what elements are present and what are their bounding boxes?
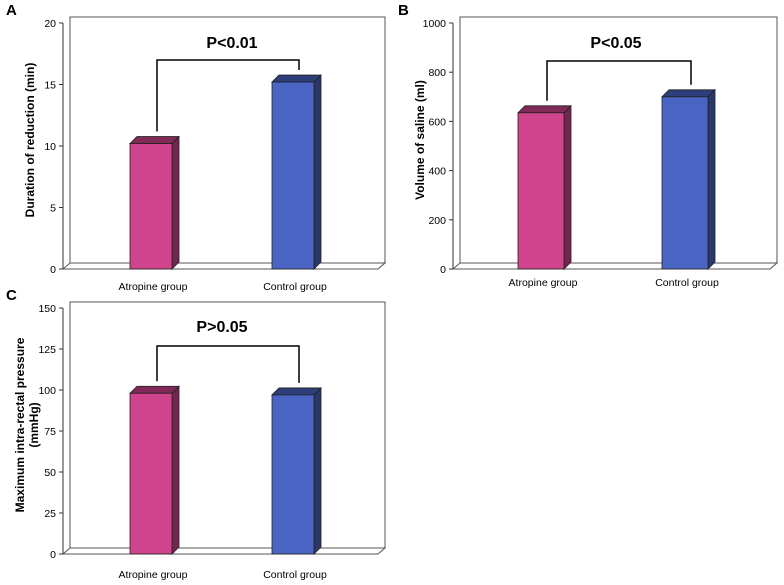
- plot-floor: [61, 262, 387, 270]
- p-value-annotation: P<0.01: [206, 35, 257, 52]
- y-tick-label: 150: [38, 303, 56, 315]
- bar-top: [661, 89, 716, 98]
- y-tick-label: 0: [50, 549, 56, 561]
- y-tick-label: 25: [44, 508, 56, 520]
- y-tick-label: 50: [44, 467, 56, 479]
- y-tick-label: 5: [50, 203, 56, 215]
- panel-label-a: A: [6, 2, 17, 19]
- bar-side: [171, 385, 180, 555]
- x-category-label: Atropine group: [119, 569, 188, 581]
- bar-control-group: [271, 394, 315, 555]
- y-tick-label: 100: [38, 385, 56, 397]
- p-value-annotation: P>0.05: [196, 319, 247, 336]
- y-axis-label: Maximum intra-rectal pressure: [13, 337, 27, 512]
- bar-side: [171, 135, 180, 270]
- y-tick-label: 0: [440, 264, 446, 276]
- significance-bracket: [156, 345, 300, 383]
- bar-side: [313, 386, 322, 555]
- plot-floor: [451, 262, 779, 270]
- x-category-label: Atropine group: [119, 281, 188, 293]
- y-tick-label: 400: [428, 166, 446, 178]
- x-category-label: Control group: [655, 277, 719, 289]
- y-tick-label: 125: [38, 344, 56, 356]
- bar-control-group: [271, 81, 315, 270]
- p-value-annotation: P<0.05: [590, 35, 641, 52]
- bar-atropine-group: [517, 112, 565, 270]
- y-tick-label: 10: [44, 141, 56, 153]
- y-tick-label: 20: [44, 18, 56, 30]
- bar-top: [129, 136, 180, 144]
- y-tick-label: 15: [44, 80, 56, 92]
- bar-side: [707, 88, 716, 270]
- chart-panel-c: 0 25 50 75 100 125 150 Maximum intra-rectal pre…: [13, 301, 387, 581]
- y-tick-label: 600: [428, 116, 446, 128]
- chart-panel-a: 0 5 10 15 20 Duration of reduction (min) Atrop…: [23, 16, 387, 293]
- y-tick-label: 1000: [423, 18, 447, 30]
- y-axis-label: (mmHg): [27, 402, 41, 447]
- bar-atropine-group: [129, 392, 173, 555]
- y-tick-label: 0: [50, 264, 56, 276]
- x-category-label: Control group: [263, 569, 327, 581]
- plot-back-wall: [459, 16, 778, 264]
- bar-top: [271, 74, 322, 83]
- chart-panel-b: 0 200 400 600 800 1000 Volume of saline (ml) At…: [413, 16, 779, 289]
- significance-bracket: [546, 60, 692, 101]
- x-category-label: Atropine group: [509, 277, 578, 289]
- bar-top: [271, 387, 322, 396]
- plot-floor: [61, 547, 387, 555]
- bar-top: [517, 105, 572, 114]
- x-category-label: Control group: [263, 281, 327, 293]
- y-axis-label: Volume of saline (ml): [413, 80, 427, 200]
- y-tick-label: 800: [428, 67, 446, 79]
- panel-label-b: B: [398, 2, 409, 19]
- bar-atropine-group: [129, 143, 173, 270]
- plot-back-wall: [69, 16, 386, 264]
- panel-label-c: C: [6, 287, 17, 304]
- plot-back-wall: [69, 301, 386, 549]
- bar-side: [563, 104, 572, 270]
- y-tick-label: 75: [44, 426, 56, 438]
- bar-side: [313, 74, 322, 270]
- y-tick-label: 200: [428, 215, 446, 227]
- significance-bracket: [156, 59, 300, 132]
- bar-control-group: [661, 96, 709, 270]
- y-axis-label: Duration of reduction (min): [23, 63, 37, 218]
- bar-top: [129, 385, 180, 394]
